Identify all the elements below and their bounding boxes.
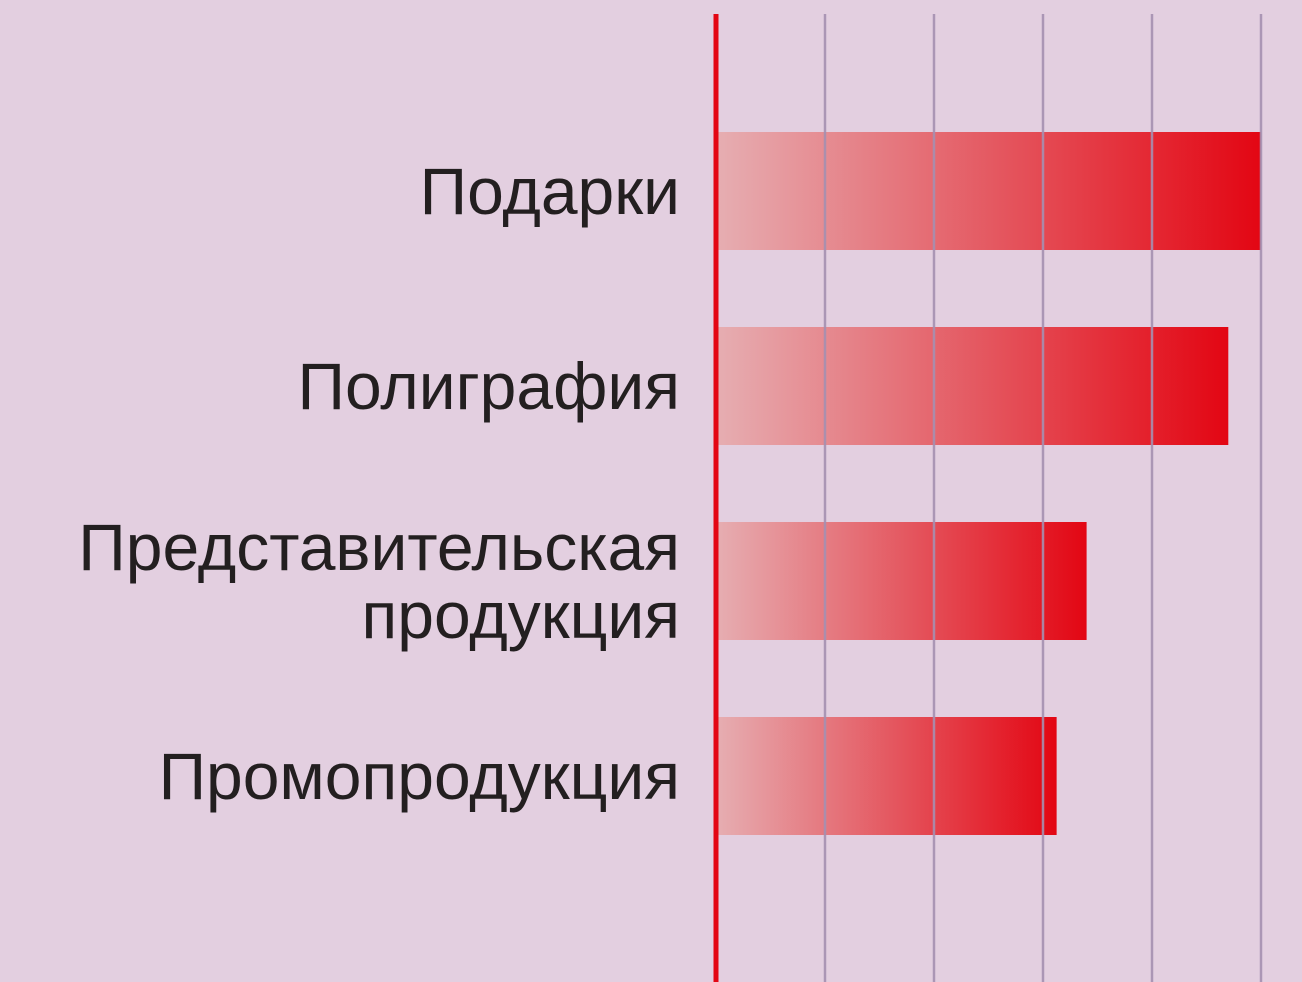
category-label-3: Представительская продукция [78, 510, 680, 652]
category-labels-layer: Подарки Полиграфия Представительская продук… [78, 154, 680, 813]
bar-4 [716, 717, 1057, 835]
category-label-1: Подарки [420, 154, 680, 228]
category-label-3-line-2: продукция [362, 578, 681, 652]
category-label-1-line-1: Подарки [420, 154, 680, 228]
category-label-4-line-1: Промопродукция [159, 739, 680, 813]
bars-layer [716, 132, 1261, 835]
category-label-2: Полиграфия [298, 349, 680, 423]
bar-1 [716, 132, 1261, 250]
category-label-2-line-1: Полиграфия [298, 349, 680, 423]
bar-3 [716, 522, 1087, 640]
category-label-4: Промопродукция [159, 739, 680, 813]
gridlines-layer [823, 14, 1263, 982]
bar-2 [716, 327, 1229, 445]
category-label-3-line-1: Представительская [78, 510, 680, 584]
